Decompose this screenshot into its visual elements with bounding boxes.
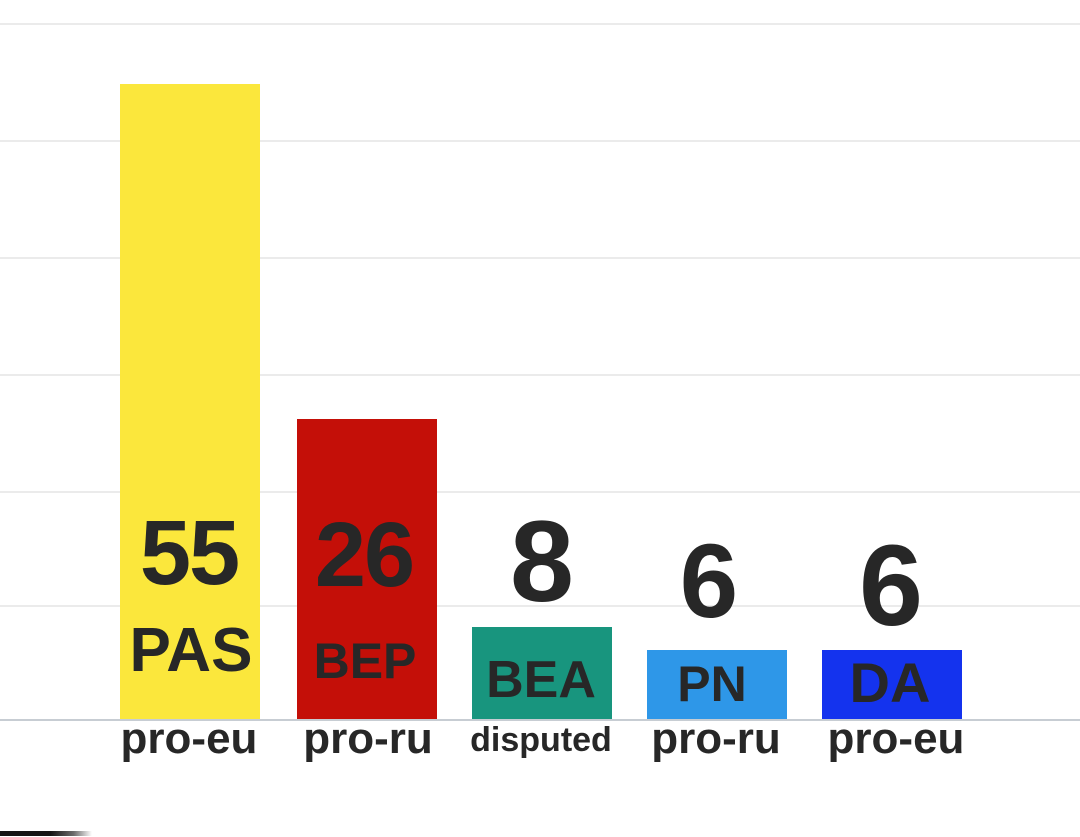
bar-pas [120,83,260,719]
value-label-bea: 8 [510,498,574,626]
party-label-bep: BEP [313,633,417,689]
gridline [0,491,1080,493]
value-label-bep: 26 [314,504,415,606]
gridline [0,23,1080,25]
stance-label-pas: pro-eu [120,714,258,763]
stance-label-da: pro-eu [827,714,965,763]
party-label-pas: PAS [129,616,253,685]
gridline [0,257,1080,259]
gridline [0,374,1080,376]
bar-bea [472,626,612,719]
value-label-pas: 55 [139,502,240,604]
bar-da [822,649,962,719]
bar-bep [297,418,437,719]
x-axis-line [0,719,1080,721]
stance-label-bea: disputed [470,721,612,759]
party-label-bea: BEA [486,651,596,709]
stance-label-bep: pro-ru [303,714,433,763]
gridline [0,140,1080,142]
value-label-da: 6 [859,522,923,650]
bar-pn [647,649,787,719]
party-label-pn: PN [677,656,747,712]
party-label-da: DA [849,651,931,714]
value-label-pn: 6 [679,523,738,640]
stance-label-pn: pro-ru [651,714,781,763]
gridline [0,605,1080,607]
cropped-ui-fragment [0,831,92,836]
